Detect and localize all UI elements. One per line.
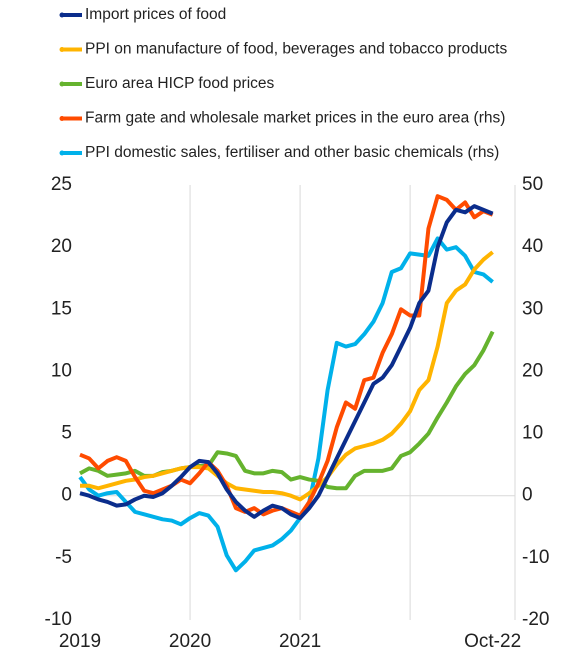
legend-dot (59, 47, 65, 52)
data-line (79, 204, 494, 521)
y-tick-label: -5 (55, 547, 72, 568)
y2-tick-label: 10 (522, 423, 543, 444)
y-tick-label: 5 (61, 423, 72, 444)
legend-dot (59, 12, 65, 18)
legend-label: Euro area HICP food prices (85, 75, 275, 92)
y-tick-label: 20 (51, 236, 72, 257)
y-tick-label: 10 (51, 360, 72, 381)
y2-tick-label: 30 (522, 298, 543, 319)
data-line (79, 330, 495, 491)
y2-tick-label: 50 (522, 174, 543, 195)
legend-label: Import prices of food (85, 6, 226, 23)
y2-tick-label: 40 (522, 236, 543, 257)
y2-tick-label: -10 (522, 547, 549, 568)
y2-tick-label: 20 (522, 360, 543, 381)
y-tick-label: -10 (45, 609, 72, 630)
y2-tick-label: 0 (522, 485, 533, 506)
y-tick-label: 0 (61, 485, 72, 506)
x-tick-label: 2019 (59, 631, 101, 652)
x-tick-label: Oct-22 (464, 631, 521, 652)
x-tick-label: 2020 (169, 631, 211, 652)
legend-label: PPI on manufacture of food, beverages an… (85, 41, 507, 58)
legend-dot (59, 81, 65, 87)
legend-label: PPI domestic sales, fertiliser and other… (85, 144, 499, 161)
data-line (79, 194, 494, 518)
y2-tick-label: -20 (522, 609, 549, 630)
legend-dot (59, 116, 65, 121)
x-tick-label: 2021 (279, 631, 321, 652)
y-tick-label: 25 (51, 174, 72, 195)
data-line (80, 250, 494, 502)
y-tick-label: 15 (51, 298, 72, 319)
legend-dot (59, 150, 65, 156)
legend-label: Farm gate and wholesale market prices in… (85, 110, 505, 127)
